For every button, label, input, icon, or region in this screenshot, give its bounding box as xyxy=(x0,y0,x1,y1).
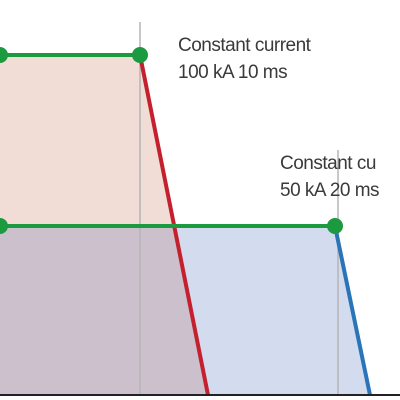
label-title: Constant cu xyxy=(280,153,376,174)
area-overlap xyxy=(0,226,208,395)
point xyxy=(0,218,8,234)
point xyxy=(132,47,148,63)
label-value: 50 kA 20 ms xyxy=(280,180,379,201)
label-title: Constant current xyxy=(178,35,312,56)
point xyxy=(0,47,8,63)
point xyxy=(327,218,343,234)
fall-50ka xyxy=(333,225,372,396)
label-value: 100 kA 10 ms xyxy=(178,62,287,83)
